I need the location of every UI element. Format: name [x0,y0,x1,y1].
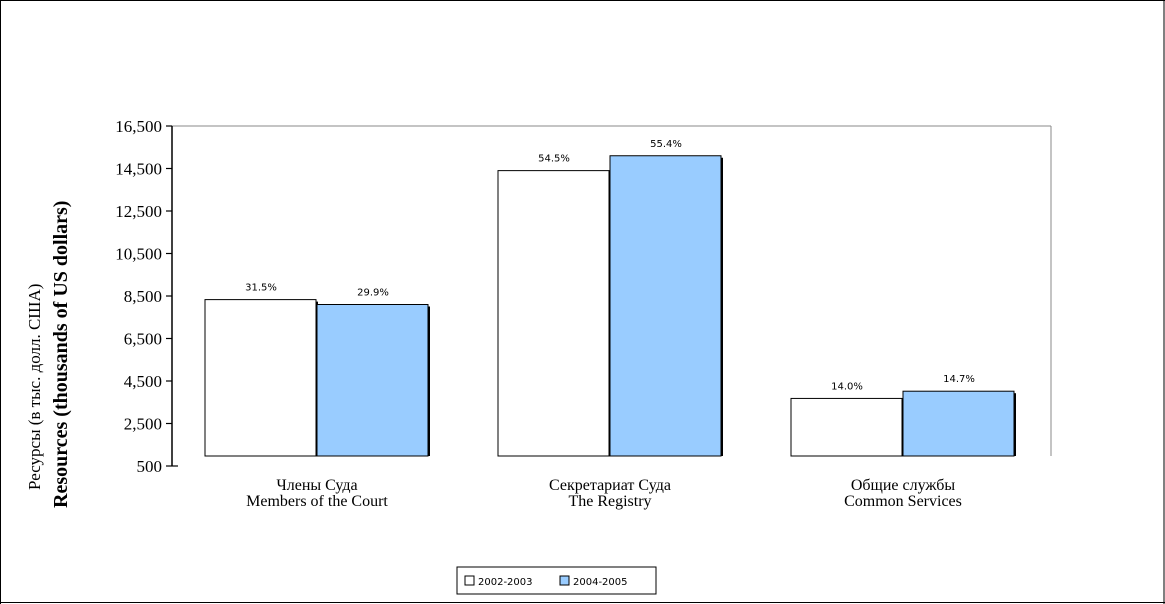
data-label: 31.5% [245,283,277,294]
y-axis: 500 2,500 4,500 6,500 8,500 10,500 12,500 14,50… [115,117,178,476]
y-tick-label: 16,500 [115,117,162,136]
y-tick-label: 6,500 [124,330,162,349]
category-label-ru: Общие службы [851,477,956,494]
bar-2002-2003-2 [790,397,903,457]
data-label: 14.0% [831,381,863,392]
category-label-en: Common Services [844,493,962,510]
bar-2002-2003-1 [497,170,610,457]
bar-2002-2003-0 [204,299,317,457]
category-label-ru: Члены Суда [276,477,357,494]
data-label: 29.9% [357,288,389,299]
y-tick-label: 4,500 [124,372,162,391]
data-label: 55.4% [650,139,682,150]
data-label: 54.5% [538,154,570,165]
y-tick-label: 12,500 [115,202,162,221]
y-axis-label-en: Resources (thousands of US dollars) [50,201,72,508]
y-tick-label: 14,500 [115,160,162,179]
plot-area [172,125,1052,456]
bar-2004-2005-2 [902,390,1015,457]
legend-box [456,566,657,595]
bar-2004-2005-0 [316,304,429,457]
bars: 31.5% 29.9% 54.5% 55.4% 14.0% 14.7% [204,139,1016,457]
legend-label-2002-2003: 2002-2003 [478,577,533,588]
legend-swatch-2002-2003 [464,575,475,586]
category-label-en: The Registry [568,493,651,510]
category-label-en: Members of the Court [246,493,388,510]
legend-label-2004-2005: 2004-2005 [573,577,628,588]
y-axis-label-ru: Ресурсы (в тыс. долл. США) [25,284,44,490]
bar-2004-2005-1 [609,155,722,457]
y-tick-label: 10,500 [115,245,162,264]
legend-swatch-2004-2005 [559,575,570,586]
legend: 2002-2003 2004-2005 [456,566,657,595]
y-tick-label: 500 [137,457,163,476]
y-tick-label: 2,500 [124,415,162,434]
data-label: 14.7% [943,374,975,385]
y-tick-label: 8,500 [124,287,162,306]
category-label-ru: Секретариат Суда [549,477,671,494]
